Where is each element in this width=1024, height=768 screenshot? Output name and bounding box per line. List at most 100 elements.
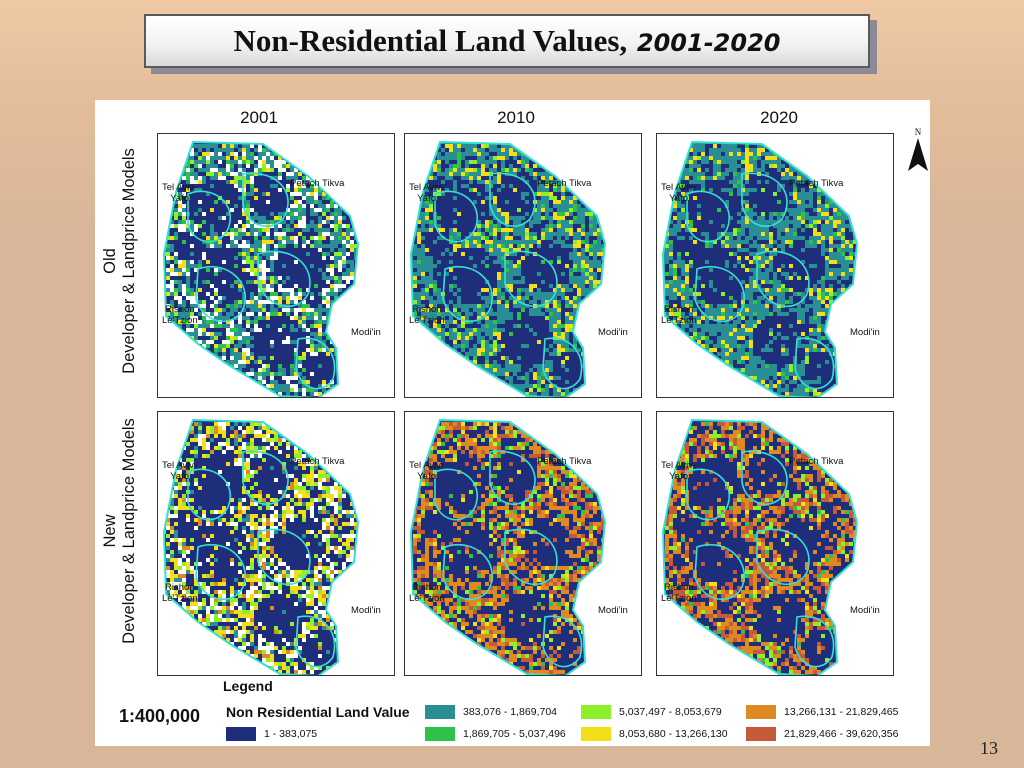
municipal-boundary — [794, 337, 835, 390]
municipal-boundary — [694, 544, 745, 601]
slide-number: 13 — [980, 738, 998, 758]
city-label-modiin: Modi'in — [850, 605, 880, 616]
legend-item-label: 5,037,497 - 8,053,679 — [619, 706, 722, 718]
city-label-modiin: Modi'in — [351, 605, 381, 616]
year-heading-2010: 2010 — [497, 108, 535, 127]
city-label-rishon-letzion: Rishon Le'Tzion — [162, 304, 198, 326]
municipal-boundary — [542, 615, 583, 668]
municipal-boundary — [741, 450, 788, 506]
municipal-boundary — [741, 172, 788, 228]
legend-item-label: 21,829,466 - 39,620,356 — [784, 728, 899, 740]
city-label-tel-aviv: Tel Aviv- Yafo — [661, 460, 697, 482]
city-label-tel-aviv: Tel Aviv- Yafo — [661, 182, 697, 204]
legend-swatch — [425, 705, 455, 719]
municipal-boundary — [686, 468, 730, 521]
slide-title-main: Non-Residential Land Values, — [233, 23, 628, 58]
legend-item-class-1: 1 - 383,075 — [226, 726, 317, 742]
map-figure: 2001 2010 2020 Old Developer & Landprice… — [95, 100, 930, 746]
legend-item-label: 13,266,131 - 21,829,465 — [784, 706, 899, 718]
city-label-rishon-letzion: Rishon Le'Tzion — [162, 582, 198, 604]
row-label-new-line2: Developer & Landprice Models — [120, 418, 138, 644]
slide-title: Non-Residential Land Values, 2001-2020 — [234, 23, 781, 59]
slide-title-box: Non-Residential Land Values, 2001-2020 — [144, 14, 870, 68]
study-area-boundary — [661, 140, 859, 397]
study-area-boundary — [162, 140, 360, 397]
municipal-boundary — [756, 250, 810, 308]
city-label-petach-tikva: Petach Tikva — [537, 178, 592, 189]
land-value-raster — [661, 418, 859, 675]
city-label-rishon-letzion: Rishon Le'Tzion — [661, 582, 697, 604]
municipal-boundary — [295, 615, 336, 668]
municipal-boundary — [504, 528, 558, 586]
land-value-raster — [409, 418, 607, 675]
study-area-boundary — [409, 418, 607, 675]
legend-swatch — [746, 727, 776, 741]
legend-swatch — [425, 727, 455, 741]
municipal-boundary — [257, 528, 311, 586]
municipal-boundary — [195, 544, 246, 601]
municipal-boundary — [794, 615, 835, 668]
legend-item-label: 8,053,680 - 13,266,130 — [619, 728, 728, 740]
city-label-modiin: Modi'in — [850, 327, 880, 338]
year-heading-2020: 2020 — [760, 108, 798, 127]
legend-item-class-4: 5,037,497 - 8,053,679 — [581, 704, 722, 720]
north-arrow: N — [905, 126, 931, 176]
legend-item-class-2: 383,076 - 1,869,704 — [425, 704, 557, 720]
municipal-boundary — [187, 190, 231, 243]
legend-swatch — [226, 727, 256, 741]
municipal-boundary — [442, 266, 493, 323]
municipal-boundary — [257, 250, 311, 308]
legend-item-label: 1,869,705 - 5,037,496 — [463, 728, 566, 740]
municipal-boundary — [542, 337, 583, 390]
map-panel-old-2020: Tel Aviv- Yafo Petach Tikva Rishon Le'Tzio… — [656, 133, 894, 398]
row-label-old: Old Developer & Landprice Models — [101, 126, 151, 396]
year-heading-2001: 2001 — [240, 108, 278, 127]
city-label-rishon-letzion: Rishon Le'Tzion — [409, 304, 445, 326]
municipal-boundary — [434, 468, 478, 521]
city-label-petach-tikva: Petach Tikva — [537, 456, 592, 467]
municipal-boundary — [489, 172, 536, 228]
municipal-boundary — [504, 250, 558, 308]
land-value-raster — [162, 418, 360, 675]
north-arrow-label: N — [915, 127, 922, 137]
legend-item-class-5: 8,053,680 - 13,266,130 — [581, 726, 728, 742]
municipal-boundary — [187, 468, 231, 521]
legend-item-label: 1 - 383,075 — [264, 728, 318, 740]
city-label-tel-aviv: Tel Aviv- Yafo — [162, 182, 198, 204]
municipal-boundary — [489, 450, 536, 506]
city-label-rishon-letzion: Rishon Le'Tzion — [409, 582, 445, 604]
city-label-tel-aviv: Tel Aviv- Yafo — [162, 460, 198, 482]
municipal-boundary — [242, 450, 289, 506]
city-label-modiin: Modi'in — [598, 605, 628, 616]
land-value-raster — [661, 140, 859, 397]
row-label-new-line1: New — [101, 514, 119, 548]
municipal-boundary — [242, 172, 289, 228]
municipal-boundary — [195, 266, 246, 323]
city-label-rishon-letzion: Rishon Le'Tzion — [661, 304, 697, 326]
land-value-raster — [162, 140, 360, 397]
row-label-old-line2: Developer & Landprice Models — [120, 148, 138, 374]
municipal-boundary — [434, 190, 478, 243]
legend-subtitle: Non Residential Land Value — [226, 704, 410, 720]
row-label-new: New Developer & Landprice Models — [101, 396, 151, 666]
legend-item-label: 383,076 - 1,869,704 — [463, 706, 557, 718]
city-label-petach-tikva: Petach Tikva — [789, 456, 844, 467]
city-label-petach-tikva: Petach Tikva — [290, 178, 345, 189]
map-panel-new-2001: Tel Aviv- Yafo Petach Tikva Rishon Le'Tzio… — [157, 411, 395, 676]
map-scale: 1:400,000 — [119, 706, 201, 726]
slide-title-years: 2001-2020 — [636, 29, 781, 57]
legend-swatch — [581, 727, 611, 741]
study-area-boundary — [409, 140, 607, 397]
city-label-petach-tikva: Petach Tikva — [789, 178, 844, 189]
city-label-petach-tikva: Petach Tikva — [290, 456, 345, 467]
city-label-tel-aviv: Tel Aviv- Yafo — [409, 460, 445, 482]
map-panel-old-2001: Tel Aviv- Yafo Petach Tikva Rishon Le'Tzio… — [157, 133, 395, 398]
legend-item-class-7: 21,829,466 - 39,620,356 — [746, 726, 898, 742]
map-panel-new-2020: Tel Aviv- Yafo Petach Tikva Rishon Le'Tzio… — [656, 411, 894, 676]
municipal-boundary — [442, 544, 493, 601]
legend-title: Legend — [223, 678, 273, 694]
city-label-modiin: Modi'in — [351, 327, 381, 338]
legend-item-class-3: 1,869,705 - 5,037,496 — [425, 726, 566, 742]
map-panel-old-2010: Tel Aviv- Yafo Petach Tikva Rishon Le'Tzio… — [404, 133, 642, 398]
legend-swatch — [581, 705, 611, 719]
